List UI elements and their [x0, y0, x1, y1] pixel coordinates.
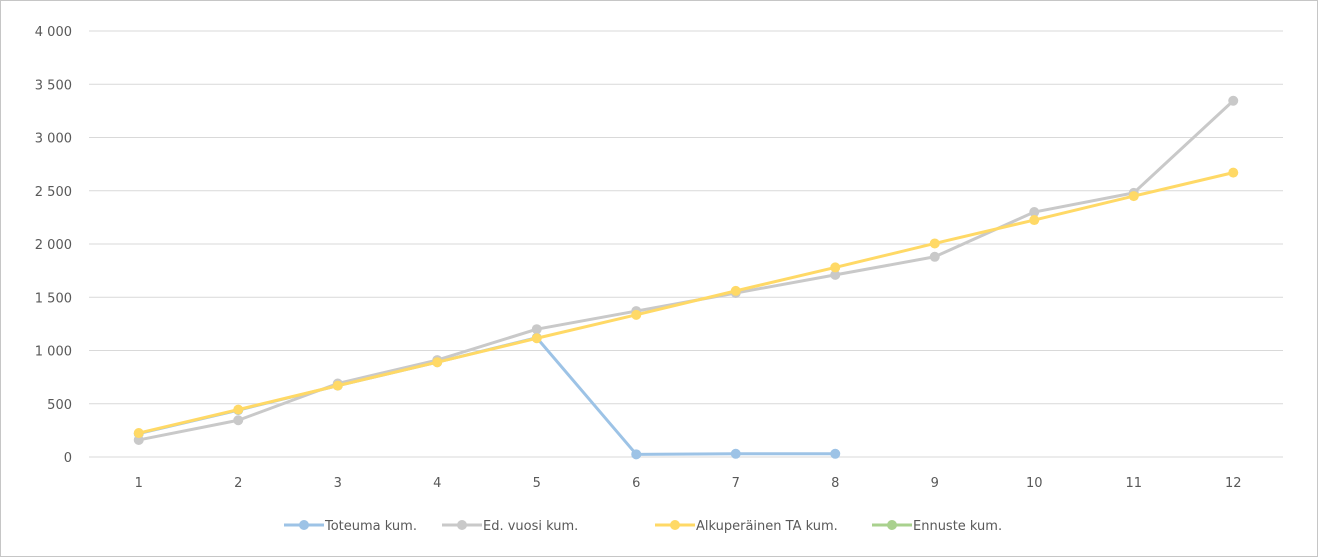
data-point — [1228, 167, 1239, 178]
data-point — [631, 309, 642, 320]
grid-lines — [89, 30, 1283, 458]
legend-label: Ennuste kum. — [913, 519, 1002, 534]
series-1 — [133, 95, 1239, 445]
x-tick-label: 2 — [234, 476, 242, 491]
legend-swatch-marker — [887, 520, 897, 530]
data-point — [1128, 191, 1139, 202]
legend-swatch-marker — [457, 520, 467, 530]
data-point — [1029, 207, 1040, 218]
data-point — [432, 357, 443, 368]
data-point — [830, 448, 841, 459]
x-tick-label: 12 — [1225, 476, 1242, 491]
data-point — [1029, 215, 1040, 226]
data-point — [133, 428, 144, 439]
data-point — [830, 262, 841, 273]
y-tick-label: 1 500 — [35, 291, 72, 306]
y-tick-label: 3 000 — [35, 132, 72, 147]
x-tick-label: 4 — [433, 476, 441, 491]
series-lines — [133, 95, 1239, 460]
legend-label: Ed. vuosi kum. — [483, 519, 578, 534]
data-point — [730, 285, 741, 296]
legend-swatch-marker — [670, 520, 680, 530]
data-point — [929, 251, 940, 262]
y-tick-label: 500 — [47, 398, 72, 413]
x-tick-label: 1 — [135, 476, 143, 491]
data-point — [233, 404, 244, 415]
data-point — [531, 324, 542, 335]
data-point — [1228, 95, 1239, 106]
x-tick-label: 10 — [1026, 476, 1043, 491]
x-tick-label: 6 — [632, 476, 640, 491]
data-point — [133, 434, 144, 445]
x-axis-ticks: 1 2 3 4 5 6 7 8 9 10 11 12 — [135, 476, 1242, 491]
x-tick-label: 9 — [931, 476, 939, 491]
y-tick-label: 2 000 — [35, 238, 72, 253]
series-line — [138, 336, 836, 456]
legend-item: Ed. vuosi kum. — [442, 519, 578, 534]
x-tick-label: 7 — [732, 476, 740, 491]
legend-swatch-marker — [299, 520, 309, 530]
data-point — [730, 448, 741, 459]
data-point — [531, 333, 542, 344]
y-tick-label: 2 500 — [35, 185, 72, 200]
series-line — [138, 99, 1235, 442]
legend-item: Alkuperäinen TA kum. — [655, 519, 838, 534]
data-point — [233, 415, 244, 426]
data-point — [929, 238, 940, 249]
legend-label: Toteuma kum. — [324, 519, 417, 534]
y-tick-label: 4 000 — [35, 25, 72, 40]
y-axis-ticks: 0 500 1 000 1 500 2 000 2 500 3 000 3 500 4 000 — [35, 25, 72, 466]
x-tick-label: 5 — [533, 476, 541, 491]
data-point — [631, 449, 642, 460]
series-2 — [133, 167, 1239, 439]
data-point — [332, 380, 343, 391]
x-tick-label: 8 — [831, 476, 839, 491]
y-tick-label: 3 500 — [35, 78, 72, 93]
series-line — [138, 171, 1234, 435]
legend-item: Ennuste kum. — [872, 519, 1002, 534]
x-tick-label: 11 — [1125, 476, 1142, 491]
y-tick-label: 1 000 — [35, 345, 72, 360]
data-point — [830, 269, 841, 280]
legend-item: Toteuma kum. — [284, 519, 417, 534]
x-tick-label: 3 — [334, 476, 342, 491]
y-tick-label: 0 — [64, 451, 72, 466]
legend-label: Alkuperäinen TA kum. — [696, 519, 838, 534]
legend: Toteuma kum. Ed. vuosi kum. Alkuperäinen T… — [284, 519, 1002, 534]
